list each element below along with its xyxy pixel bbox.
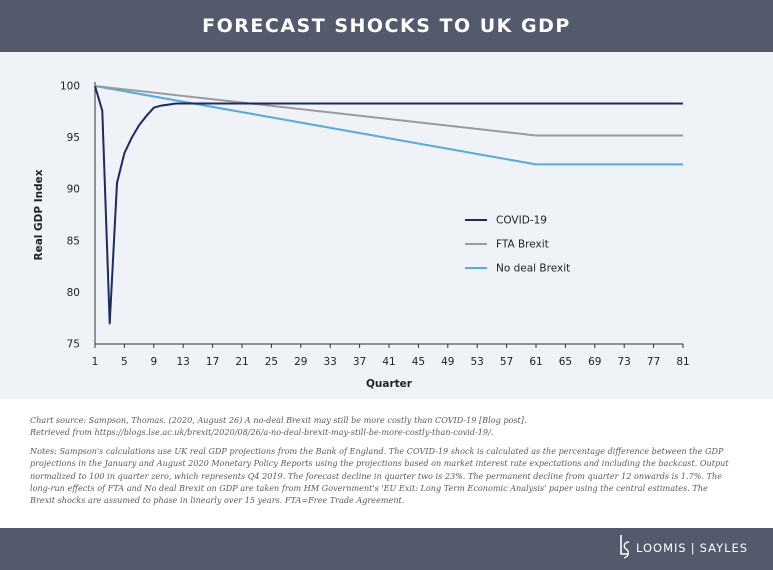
legend-label-covid-19: COVID-19: [496, 215, 547, 227]
y-axis-label: Real GDP Index: [33, 169, 45, 260]
x-tick-label: 29: [294, 356, 307, 368]
x-tick-label: 1: [92, 356, 99, 368]
x-tick-label: 25: [265, 356, 278, 368]
chart-axes: 75 80 85 90 95 100 1 5 9 13 17 21 25 29 33 37 41 45 49 53 57…: [33, 81, 690, 391]
source-url: Retrieved from https://blogs.lse.ac.uk/b…: [30, 427, 494, 438]
y-tick-label: 75: [67, 339, 80, 351]
y-tick-label: 80: [67, 287, 80, 299]
x-tick-label: 5: [121, 356, 128, 368]
x-tick-label: 37: [353, 356, 366, 368]
chart-panel: [0, 52, 773, 399]
x-tick-label: 69: [588, 356, 601, 368]
chart-notes: Chart source: Sampson, Thomas. (2020, Au…: [30, 414, 730, 507]
legend: COVID-19 FTA Brexit No deal Brexit: [465, 215, 570, 275]
source-citation: Chart source: Sampson, Thomas. (2020, Au…: [30, 415, 527, 425]
brand-name: LOOMIS | SAYLES: [636, 541, 749, 555]
x-tick-label: 53: [471, 356, 484, 368]
x-tick-label: 49: [441, 356, 454, 368]
y-tick-label: 100: [60, 81, 80, 93]
y-tick-label: 85: [67, 235, 80, 247]
y-tick-label: 95: [67, 132, 80, 144]
x-tick-label: 17: [206, 356, 219, 368]
series-line-no-deal-brexit: [94, 85, 683, 166]
x-tick-label: 57: [500, 356, 513, 368]
x-tick-label: 65: [559, 356, 572, 368]
title-bar: FORECAST SHOCKS TO UK GDP: [0, 0, 773, 52]
loomis-sayles-logo-icon: [620, 535, 630, 559]
methodology-notes: Notes: Sampson's calculations use UK rea…: [30, 445, 729, 506]
x-tick-label: 13: [177, 356, 190, 368]
x-tick-label: 41: [382, 356, 395, 368]
series-line-fta-brexit: [94, 85, 683, 137]
series-layer: [94, 85, 683, 325]
series-line-covid-19: [94, 85, 683, 325]
x-tick-label: 9: [150, 356, 157, 368]
x-axis-label: Quarter: [366, 378, 413, 390]
legend-label-fta-brexit: FTA Brexit: [496, 239, 549, 251]
line-chart: 75 80 85 90 95 100 1 5 9 13 17 21 25 29 33 37 41 45 49 53 57…: [33, 81, 690, 391]
x-tick-label: 21: [235, 356, 248, 368]
x-tick-label: 77: [647, 356, 660, 368]
legend-label-no-deal-brexit: No deal Brexit: [496, 263, 570, 275]
x-tick-label: 81: [676, 356, 689, 368]
brand-right: SAYLES: [699, 541, 749, 555]
x-tick-label: 33: [324, 356, 337, 368]
brand-left: LOOMIS: [636, 541, 687, 555]
x-tick-label: 45: [412, 356, 425, 368]
x-tick-label: 61: [529, 356, 542, 368]
footer-bar: LOOMIS | SAYLES: [0, 528, 773, 570]
x-tick-label: 73: [618, 356, 631, 368]
chart-title: FORECAST SHOCKS TO UK GDP: [202, 15, 571, 37]
y-tick-label: 90: [67, 184, 80, 196]
